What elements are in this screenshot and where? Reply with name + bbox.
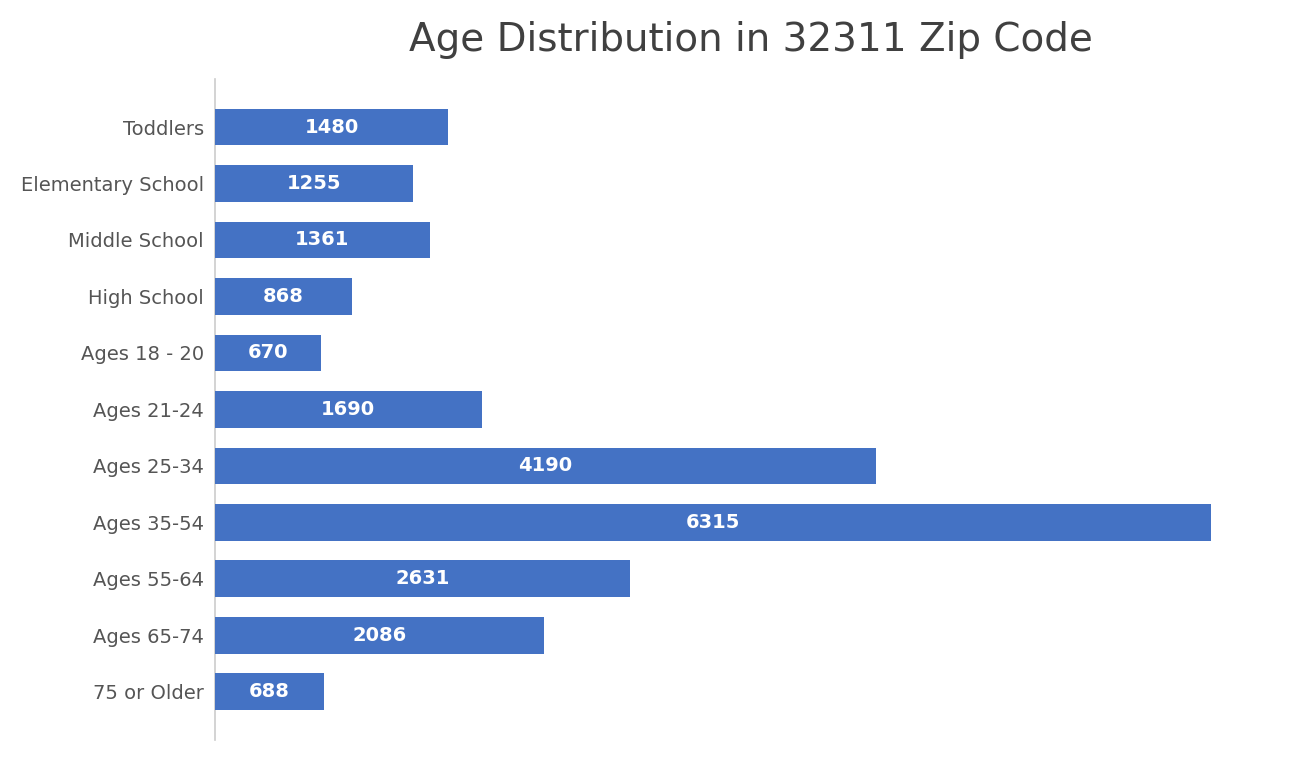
Bar — [215, 391, 481, 428]
Text: 868: 868 — [263, 287, 303, 306]
Text: 1255: 1255 — [286, 174, 341, 193]
Text: 1690: 1690 — [322, 400, 375, 419]
Bar — [215, 560, 630, 597]
Bar — [215, 335, 320, 371]
Bar — [215, 109, 449, 145]
Bar — [215, 617, 544, 654]
Text: 6315: 6315 — [685, 513, 740, 532]
Text: 2631: 2631 — [395, 569, 450, 588]
Text: 670: 670 — [247, 343, 288, 362]
Text: 1361: 1361 — [296, 231, 349, 250]
Text: 688: 688 — [249, 683, 290, 701]
Bar — [215, 504, 1211, 540]
Bar — [215, 278, 352, 315]
Bar — [215, 165, 413, 202]
Bar — [215, 221, 429, 258]
Text: 1480: 1480 — [305, 117, 358, 136]
Bar — [215, 447, 875, 484]
Title: Age Distribution in 32311 Zip Code: Age Distribution in 32311 Zip Code — [409, 21, 1093, 59]
Text: 2086: 2086 — [352, 626, 407, 645]
Text: 4190: 4190 — [518, 457, 573, 476]
Bar — [215, 673, 323, 710]
